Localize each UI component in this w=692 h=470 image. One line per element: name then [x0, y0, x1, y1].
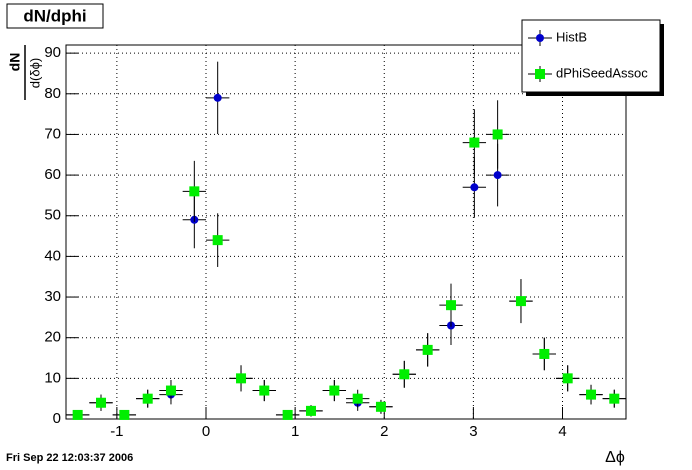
- timestamp: Fri Sep 22 12:03:37 2006: [6, 452, 133, 464]
- marker: [446, 300, 457, 311]
- plot: 0 10 20 30 40 50 60 70 80 90 -1 0 1 2 3 4: [44, 44, 627, 440]
- x-tick-label: -1: [110, 423, 123, 440]
- y-tick-label: 40: [44, 247, 61, 264]
- marker: [493, 171, 502, 180]
- legend-label: HistB: [556, 29, 587, 44]
- y-tick-label: 90: [44, 44, 61, 61]
- marker: [536, 34, 544, 42]
- marker: [329, 385, 340, 396]
- marker: [236, 373, 247, 384]
- x-tick-label: 1: [291, 423, 299, 440]
- y-tick-label: 60: [44, 166, 61, 183]
- x-tick-label: 0: [202, 423, 210, 440]
- marker: [515, 296, 526, 307]
- marker: [375, 401, 386, 412]
- legend-entries: HistB dPhiSeedAssoc: [528, 29, 648, 82]
- marker: [562, 373, 573, 384]
- y-tick-label: 30: [44, 288, 61, 305]
- y-tick-label: 10: [44, 369, 61, 386]
- marker: [189, 186, 200, 197]
- plot-frame: [65, 44, 627, 420]
- x-tick-label: 3: [469, 423, 477, 440]
- title-box: [6, 3, 104, 29]
- marker: [609, 393, 620, 404]
- marker: [282, 409, 293, 420]
- marker: [142, 393, 153, 404]
- marker: [399, 369, 410, 380]
- x-tick-label: 2: [380, 423, 388, 440]
- legend: [521, 19, 661, 93]
- marker: [259, 385, 270, 396]
- marker: [469, 137, 480, 148]
- y-tick-label: 50: [44, 207, 61, 224]
- marker: [470, 183, 479, 192]
- marker: [212, 235, 223, 246]
- marker: [539, 348, 550, 359]
- chart-title: dN/dphi: [23, 6, 86, 25]
- x-tick-label: 4: [558, 423, 566, 440]
- y-label-numerator: dN: [7, 53, 23, 72]
- marker: [535, 69, 545, 79]
- y-tick-label: 0: [53, 410, 61, 427]
- y-tick-label: 80: [44, 85, 61, 102]
- y-label-denominator: d(δϕ): [27, 58, 42, 88]
- marker: [165, 385, 176, 396]
- y-tick-label: 70: [44, 125, 61, 142]
- marker: [422, 344, 433, 355]
- marker: [119, 409, 130, 420]
- marker: [305, 405, 316, 416]
- marker: [492, 129, 503, 140]
- y-tick-label: 20: [44, 329, 61, 346]
- legend-label: dPhiSeedAssoc: [556, 65, 648, 80]
- marker: [72, 409, 83, 420]
- marker: [213, 93, 222, 102]
- x-label: Δϕ: [605, 449, 625, 466]
- marker: [586, 389, 597, 400]
- marker: [96, 397, 107, 408]
- marker: [352, 393, 363, 404]
